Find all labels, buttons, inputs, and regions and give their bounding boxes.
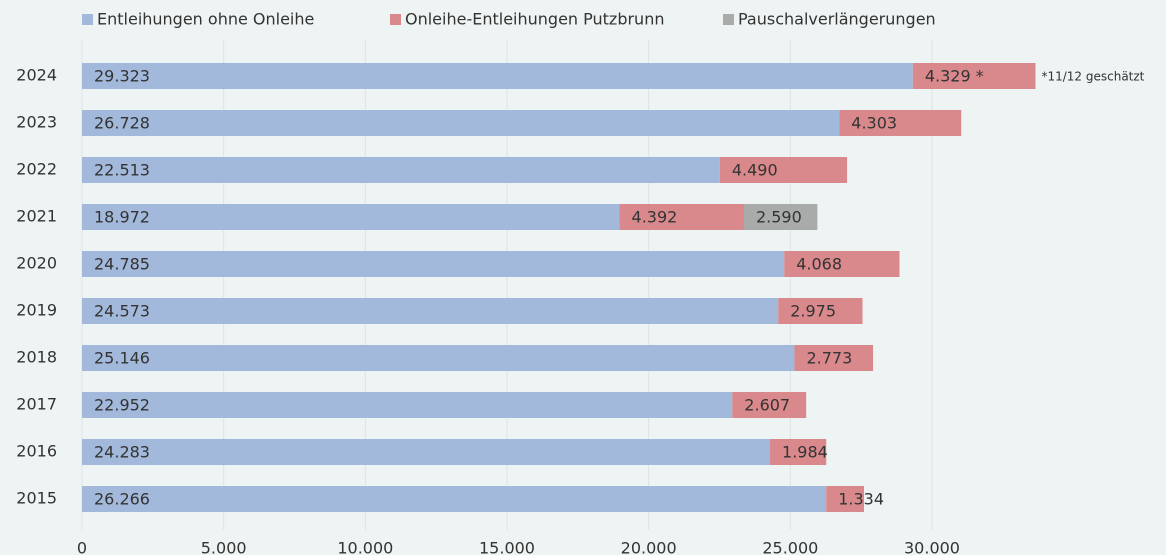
bar-segment (82, 204, 620, 230)
value-label: 24.573 (94, 302, 150, 321)
value-label: 2.607 (744, 396, 790, 415)
x-tick-label: 5.000 (201, 539, 247, 555)
legend-label: Entleihungen ohne Onleihe (97, 10, 314, 29)
value-label: 1.984 (782, 443, 828, 462)
y-tick-label: 2016 (16, 442, 57, 461)
x-tick-label: 25.000 (762, 539, 818, 555)
bar-segment (784, 251, 900, 277)
bar-segment (732, 392, 807, 418)
y-tick-label: 2024 (16, 66, 57, 85)
bar-segment (719, 157, 848, 183)
y-tick-label: 2021 (16, 207, 57, 226)
value-label: 4.303 (851, 114, 897, 133)
y-tick-label: 2023 (16, 113, 57, 132)
bar-segment (82, 486, 827, 512)
y-tick-label: 2018 (16, 348, 57, 367)
bar-segment (778, 298, 863, 324)
x-tick-label: 15.000 (479, 539, 535, 555)
bar-segment (770, 439, 827, 465)
value-label: 26.728 (94, 114, 150, 133)
y-tick-label: 2020 (16, 254, 57, 273)
value-label: 24.785 (94, 255, 150, 274)
value-label: 2.975 (790, 302, 836, 321)
bar-segment (794, 345, 874, 371)
value-label: 4.490 (732, 161, 778, 180)
value-label: 2.773 (806, 349, 852, 368)
x-tick-label: 30.000 (904, 539, 960, 555)
value-label: 4.068 (796, 255, 842, 274)
legend-label: Pauschalverlängerungen (738, 10, 936, 29)
bar-segment (743, 204, 818, 230)
y-tick-label: 2022 (16, 160, 57, 179)
bar-segment (912, 63, 1036, 89)
bar-segment (82, 251, 785, 277)
x-tick-label: 20.000 (621, 539, 677, 555)
value-label: 1.334 (838, 490, 884, 509)
annotation: *11/12 geschätzt (1041, 70, 1144, 84)
y-tick-label: 2019 (16, 301, 57, 320)
value-label: 2.590 (756, 208, 802, 227)
bar-segment (82, 439, 771, 465)
value-label: 22.952 (94, 396, 150, 415)
value-label: 22.513 (94, 161, 150, 180)
bar-segment (82, 63, 913, 89)
value-label: 4.392 (632, 208, 678, 227)
legend-swatch (390, 14, 401, 25)
value-label: 25.146 (94, 349, 150, 368)
bar-segment (826, 486, 864, 512)
value-label: 18.972 (94, 208, 150, 227)
y-tick-label: 2017 (16, 395, 57, 414)
bar-segment (82, 392, 733, 418)
bar-segment (839, 110, 962, 136)
value-label: 4.329 * (925, 67, 984, 86)
bar-segment (619, 204, 744, 230)
legend-label: Onleihe-Entleihungen Putzbrunn (405, 10, 664, 29)
x-tick-label: 10.000 (337, 539, 393, 555)
value-label: 29.323 (94, 67, 150, 86)
x-tick-label: 0 (77, 539, 87, 555)
bar-segment (82, 157, 720, 183)
value-label: 24.283 (94, 443, 150, 462)
legend-swatch (82, 14, 93, 25)
bar-segment (82, 345, 795, 371)
legend-swatch (723, 14, 734, 25)
value-label: 26.266 (94, 490, 150, 509)
y-tick-label: 2015 (16, 489, 57, 508)
bar-segment (82, 110, 840, 136)
bar-segment (82, 298, 779, 324)
